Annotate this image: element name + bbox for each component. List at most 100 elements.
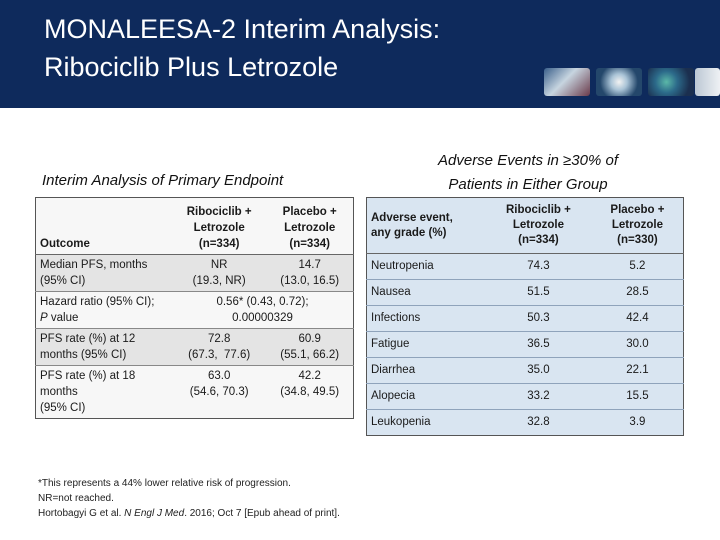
header-adverse-event: Adverse event, any grade (%): [366, 197, 485, 254]
p-italic: P: [40, 312, 48, 324]
table-row: Fatigue 36.5 30.0: [366, 331, 684, 358]
header-outcome: Outcome: [35, 197, 172, 255]
row-label-line2: months (95% CI): [40, 349, 127, 361]
value-line1: 14.7: [298, 259, 321, 271]
header-ribociclib-line3: (n=334): [198, 238, 240, 250]
citation-details: . 2016; Oct 7 [Epub ahead of print].: [184, 508, 340, 519]
adverse-events-table: Adverse event, any grade (%) Ribociclib …: [366, 197, 684, 436]
table-row: Infections 50.3 42.4: [366, 305, 684, 332]
slide-title-line2: Ribociclib Plus Letrozole: [44, 52, 339, 82]
row-label-line2: months: [40, 386, 78, 398]
header-placebo-line1: Placebo +: [282, 206, 337, 218]
value-line2: (67.3, 77.6): [188, 349, 251, 361]
row-label-line1: Hazard ratio (95% CI);: [40, 296, 155, 308]
adverse-event-ribociclib: 35.0: [485, 357, 592, 384]
row-value-placebo: 42.2 (34.8, 49.5): [266, 365, 354, 419]
header-event-line1: Adverse event,: [371, 211, 453, 224]
table-header-row: Adverse event, any grade (%) Ribociclib …: [366, 197, 684, 254]
value-line2: 0.00000329: [232, 312, 293, 324]
row-value-hazard-ratio: 0.56* (0.43, 0.72); 0.00000329: [172, 291, 354, 329]
value-line1: 63.0: [207, 370, 231, 382]
p-value-text: value: [47, 312, 79, 324]
table-row: PFS rate (%) at 18 months (95% CI) 63.0 …: [35, 365, 354, 419]
row-label: Hazard ratio (95% CI); P value: [35, 291, 172, 329]
header-placebo-line1: Placebo +: [610, 204, 665, 216]
header-ribociclib: Ribociclib + Letrozole (n=334): [172, 197, 267, 255]
value-line1: NR: [210, 259, 228, 271]
row-label: PFS rate (%) at 18 months (95% CI): [35, 365, 172, 419]
adverse-event-ribociclib: 33.2: [485, 383, 592, 410]
row-label: PFS rate (%) at 12 months (95% CI): [35, 328, 172, 366]
adverse-event-placebo: 22.1: [591, 357, 684, 384]
adverse-event-name: Neutropenia: [366, 253, 485, 280]
table-row: Hazard ratio (95% CI); P value 0.56* (0.…: [35, 291, 354, 329]
row-value-ribociclib: 63.0 (54.6, 70.3): [172, 365, 267, 419]
header-ribociclib-line1: Ribociclib +: [505, 204, 571, 216]
table-row: Median PFS, months (95% CI) NR (19.3, NR…: [35, 254, 354, 292]
header-placebo: Placebo + Letrozole (n=330): [591, 197, 684, 254]
decorative-image-4: [695, 68, 720, 96]
header-ribociclib-line1: Ribociclib +: [186, 206, 252, 218]
value-line1: 0.56* (0.43, 0.72);: [216, 296, 309, 308]
adverse-event-placebo: 3.9: [591, 409, 684, 436]
adverse-event-placebo: 42.4: [591, 305, 684, 332]
footnote-line2: NR=not reached.: [38, 493, 114, 504]
row-label: Median PFS, months (95% CI): [35, 254, 172, 292]
row-label-line1: PFS rate (%) at 18: [40, 370, 136, 382]
value-line2: (55.1, 66.2): [280, 349, 340, 361]
value-line2: (54.6, 70.3): [189, 386, 249, 398]
row-value-ribociclib: 72.8 (67.3, 77.6): [172, 328, 267, 366]
footnote-line1: *This represents a 44% lower relative ri…: [38, 478, 291, 489]
value-line1: 72.8: [207, 333, 231, 345]
adverse-event-ribociclib: 36.5: [485, 331, 592, 358]
value-line2: (34.8, 49.5): [280, 386, 340, 398]
header-placebo: Placebo + Letrozole (n=334): [266, 197, 354, 255]
value-line1: 42.2: [298, 370, 321, 382]
row-value-placebo: 14.7 (13.0, 16.5): [266, 254, 354, 292]
header-placebo-line2: Letrozole: [611, 219, 663, 231]
header-event-line2: any grade (%): [371, 226, 447, 239]
adverse-event-name: Leukopenia: [366, 409, 485, 436]
header-ribociclib: Ribociclib + Letrozole (n=334): [485, 197, 592, 254]
slide-title-line1: MONALEESA-2 Interim Analysis:: [44, 14, 441, 44]
value-line2: (13.0, 16.5): [280, 275, 340, 287]
slide-header: MONALEESA-2 Interim Analysis: Ribociclib…: [0, 0, 720, 108]
adverse-event-ribociclib: 50.3: [485, 305, 592, 332]
adverse-event-placebo: 28.5: [591, 279, 684, 306]
adverse-event-name: Nausea: [366, 279, 485, 306]
citation-journal: N Engl J Med: [124, 508, 185, 519]
header-ribociclib-line2: Letrozole: [193, 222, 245, 234]
left-section-title: Interim Analysis of Primary Endpoint: [42, 172, 284, 189]
adverse-event-name: Alopecia: [366, 383, 485, 410]
table-row: Leukopenia 32.8 3.9: [366, 409, 684, 436]
table-header-row: Outcome Ribociclib + Letrozole (n=334) P…: [35, 197, 354, 255]
adverse-event-placebo: 5.2: [591, 253, 684, 280]
adverse-event-ribociclib: 51.5: [485, 279, 592, 306]
row-value-placebo: 60.9 (55.1, 66.2): [266, 328, 354, 366]
adverse-event-placebo: 30.0: [591, 331, 684, 358]
table-row: Nausea 51.5 28.5: [366, 279, 684, 306]
decorative-image-3: [648, 68, 694, 96]
adverse-event-placebo: 15.5: [591, 383, 684, 410]
table-row: Neutropenia 74.3 5.2: [366, 253, 684, 280]
citation-authors: Hortobagyi G et al.: [38, 508, 125, 519]
footnotes: *This represents a 44% lower relative ri…: [38, 476, 340, 521]
value-line1: 60.9: [298, 333, 321, 345]
row-value-ribociclib: NR (19.3, NR): [172, 254, 267, 292]
header-placebo-line2: Letrozole: [284, 222, 336, 234]
adverse-event-name: Fatigue: [366, 331, 485, 358]
value-line2: (19.3, NR): [192, 275, 246, 287]
row-label-line2: (95% CI): [40, 275, 86, 287]
header-ribociclib-line3: (n=334): [518, 234, 559, 246]
decorative-image-2: [596, 68, 642, 96]
right-section-title-line1: Adverse Events in ≥30% of: [438, 152, 618, 169]
row-label-line3: (95% CI): [40, 402, 86, 414]
adverse-event-name: Diarrhea: [366, 357, 485, 384]
header-placebo-line3: (n=334): [289, 238, 330, 250]
adverse-event-ribociclib: 74.3: [485, 253, 592, 280]
row-label-line1: Median PFS, months: [40, 259, 148, 271]
table-row: PFS rate (%) at 12 months (95% CI) 72.8 …: [35, 328, 354, 366]
primary-endpoint-table: Outcome Ribociclib + Letrozole (n=334) P…: [35, 197, 354, 419]
footnote-citation: Hortobagyi G et al. N Engl J Med. 2016; …: [38, 506, 340, 521]
right-section-title: Adverse Events in ≥30% of Patients in Ei…: [400, 149, 656, 197]
